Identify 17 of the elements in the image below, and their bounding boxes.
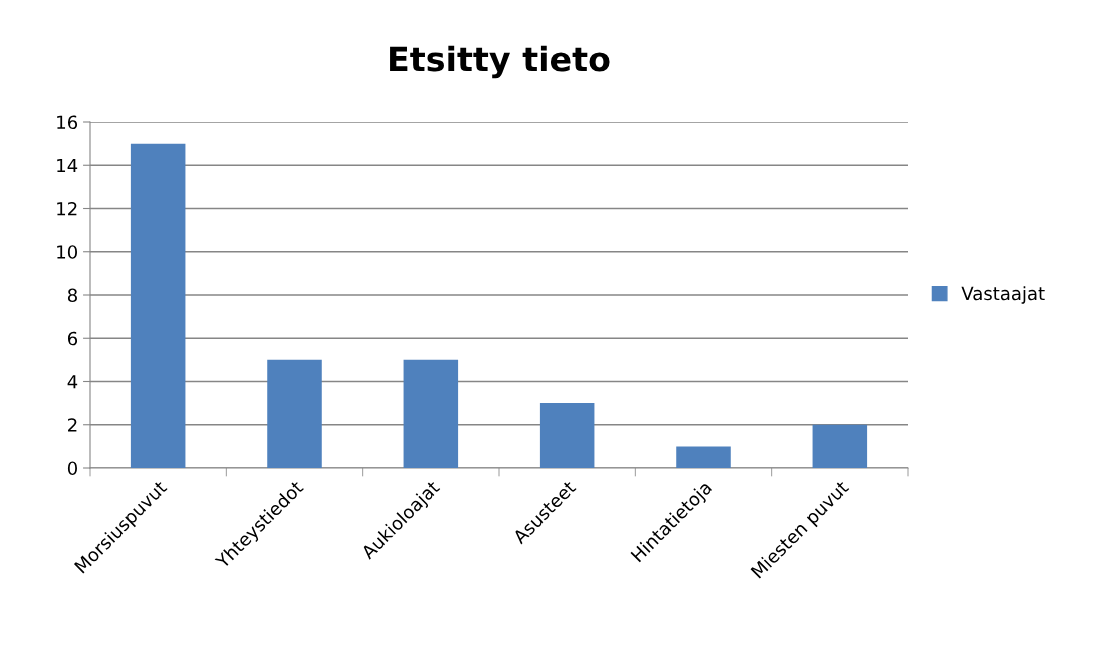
bar <box>539 403 595 468</box>
y-tick-label: 14 <box>57 158 78 173</box>
y-tick-label: 6 <box>67 331 78 346</box>
bar <box>812 424 868 468</box>
y-tick-label: 16 <box>57 115 78 130</box>
bar <box>267 359 322 468</box>
bar <box>676 446 731 468</box>
bar <box>130 143 186 468</box>
y-tick-label: 4 <box>67 375 78 389</box>
y-tick-label: 2 <box>68 418 77 432</box>
chart-title: Etsitty tieto <box>390 45 610 79</box>
y-tick-label: 8 <box>67 288 77 303</box>
y-tick-label: 10 <box>57 245 77 259</box>
bar <box>403 359 459 468</box>
y-tick-label: 12 <box>57 201 77 216</box>
legend-label: Vastaajat <box>961 286 1045 304</box>
y-tick-label: 0 <box>67 461 77 476</box>
